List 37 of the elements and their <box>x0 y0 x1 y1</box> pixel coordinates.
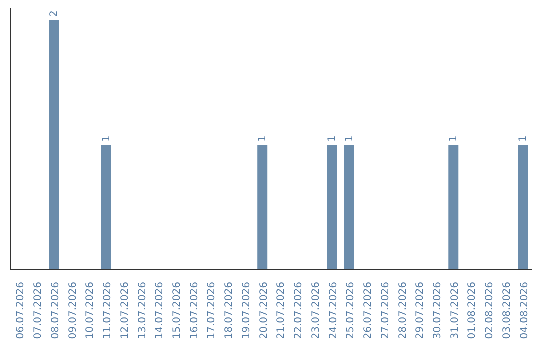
x-tick-label: 18.07.2026 <box>224 282 236 340</box>
x-tick-label: 17.07.2026 <box>206 282 218 340</box>
x-tick-label: 14.07.2026 <box>154 282 166 340</box>
x-tick-label: 04.08.2026 <box>519 282 530 340</box>
x-tick-label: 12.07.2026 <box>120 282 131 340</box>
x-tick-label: 28.07.2026 <box>398 282 409 340</box>
x-tick-label: 08.07.2026 <box>50 282 62 340</box>
x-tick-label: 23.07.2026 <box>310 282 322 340</box>
x-tick-label: 22.07.2026 <box>294 282 305 340</box>
x-tick-label: 11.07.2026 <box>102 282 114 340</box>
x-tick-label: 27.07.2026 <box>380 282 392 340</box>
x-tick-label: 02.08.2026 <box>484 282 496 340</box>
x-tick-label: 16.07.2026 <box>189 282 200 340</box>
x-tick-label: 06.07.2026 <box>16 282 27 340</box>
data-label: 1 <box>448 136 460 142</box>
x-tick-label: 19.07.2026 <box>241 282 252 340</box>
x-tick-label: 29.07.2026 <box>415 282 426 340</box>
data-label: 1 <box>101 136 112 142</box>
x-tick-label: 21.07.2026 <box>276 282 288 340</box>
x-tick-label: 25.07.2026 <box>346 282 357 340</box>
x-tick-label: 30.07.2026 <box>432 282 444 340</box>
x-tick-label: 31.07.2026 <box>450 282 461 340</box>
x-tick-label: 09.07.2026 <box>68 282 79 340</box>
x-tick-label: 24.07.2026 <box>328 282 340 340</box>
data-label: 1 <box>327 136 338 142</box>
x-tick-label: 07.07.2026 <box>33 282 44 340</box>
x-tick-label: 26.07.2026 <box>363 282 374 340</box>
x-tick-label: 13.07.2026 <box>137 282 148 340</box>
x-tick-label: 20.07.2026 <box>258 282 270 340</box>
data-label: 1 <box>344 136 356 142</box>
x-tick-label: 01.08.2026 <box>467 282 478 340</box>
x-tick-label: 15.07.2026 <box>172 282 183 340</box>
x-tick-label: 03.08.2026 <box>502 282 513 340</box>
data-label: 1 <box>258 136 269 142</box>
data-label: 2 <box>49 10 60 17</box>
data-label: 1 <box>518 136 530 142</box>
x-tick-label: 10.07.2026 <box>85 282 96 340</box>
